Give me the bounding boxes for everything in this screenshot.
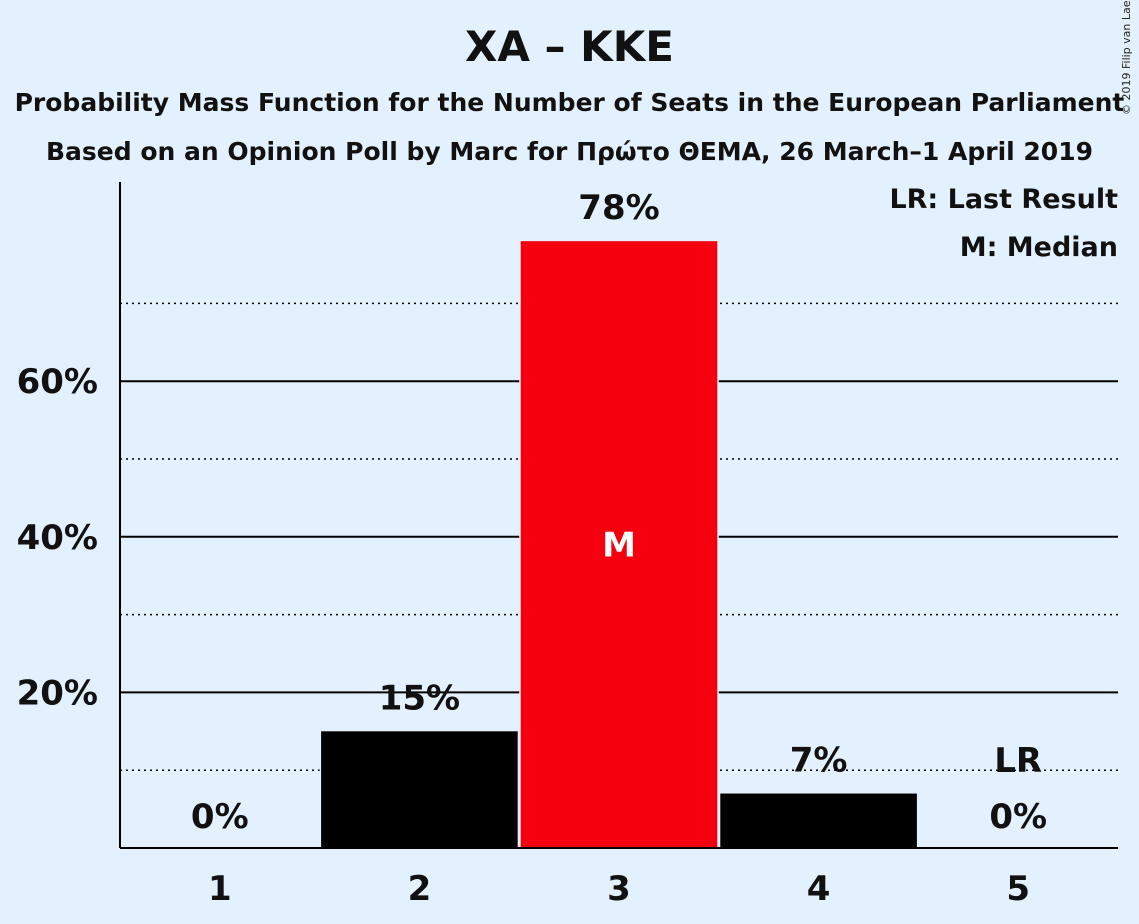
x-tick-label: 5	[1006, 869, 1030, 909]
data-label: 0%	[989, 797, 1047, 837]
data-label: 7%	[790, 741, 848, 781]
x-tick-label: 3	[607, 869, 631, 909]
median-marker: M	[602, 526, 636, 566]
last-result-marker: LR	[994, 741, 1042, 781]
y-tick-label: 20%	[17, 673, 98, 713]
chart-title: ΧΑ – ΚΚΕ	[465, 22, 674, 71]
chart-subtitle: Probability Mass Function for the Number…	[14, 88, 1125, 117]
x-tick-label: 2	[408, 869, 432, 909]
y-tick-label: 60%	[17, 362, 98, 402]
chart-source: Based on an Opinion Poll by Marc for Πρώ…	[45, 137, 1093, 166]
data-label: 15%	[379, 678, 460, 718]
legend-median: M: Median	[959, 232, 1118, 263]
y-tick-label: 40%	[17, 518, 98, 558]
bar	[720, 793, 917, 848]
x-tick-label: 4	[807, 869, 831, 909]
bar	[520, 241, 718, 848]
data-label: 78%	[578, 188, 659, 228]
bar	[321, 731, 518, 848]
legend-last-result: LR: Last Result	[889, 184, 1118, 215]
data-label: 0%	[191, 797, 249, 837]
x-tick-label: 1	[208, 869, 232, 909]
